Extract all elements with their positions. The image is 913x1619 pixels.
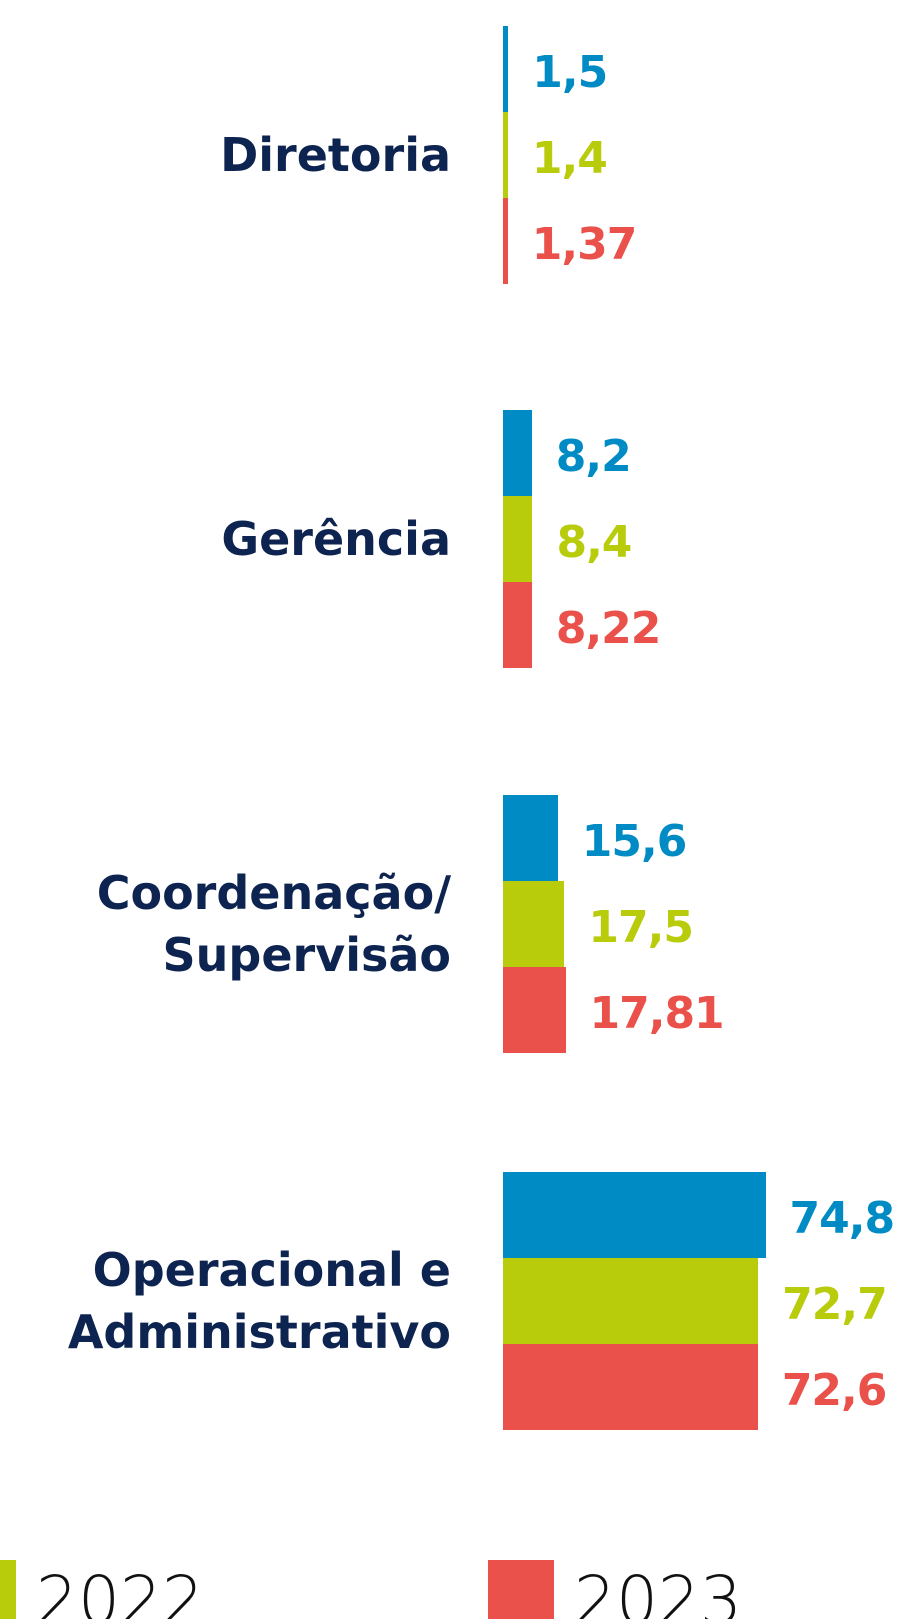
value-label: 1,37 [531, 219, 638, 270]
value-label: 1,4 [531, 133, 608, 184]
legend-swatch [0, 1560, 16, 1619]
bar [503, 1172, 766, 1258]
legend-label: 2022 [36, 1562, 204, 1619]
bar [503, 198, 508, 284]
bar [503, 967, 566, 1053]
category-label: Operacional e Administrativo [67, 1243, 451, 1359]
category-label: Coordenação/ Supervisão [96, 866, 451, 982]
category-label: Gerência [221, 512, 451, 566]
value-label: 17,5 [588, 902, 694, 953]
bar [503, 410, 532, 496]
value-label: 72,6 [781, 1365, 888, 1416]
category-label: Diretoria [220, 128, 451, 182]
bar [503, 26, 509, 112]
value-label: 8,2 [555, 431, 632, 482]
bar [503, 582, 532, 668]
legend-label: 2023 [574, 1562, 742, 1619]
value-label: 74,8 [789, 1193, 896, 1244]
bar [503, 795, 558, 881]
value-label: 15,6 [581, 816, 688, 867]
bar [503, 1344, 758, 1430]
bar [503, 112, 508, 198]
legend-swatch [488, 1560, 554, 1619]
value-label: 1,5 [532, 47, 608, 98]
bar [503, 496, 533, 582]
bar [503, 1258, 759, 1344]
value-label: 8,4 [556, 517, 632, 568]
bar [503, 881, 565, 967]
value-label: 17,81 [589, 988, 725, 1039]
value-label: 8,22 [555, 603, 662, 654]
value-label: 72,7 [782, 1279, 888, 1330]
